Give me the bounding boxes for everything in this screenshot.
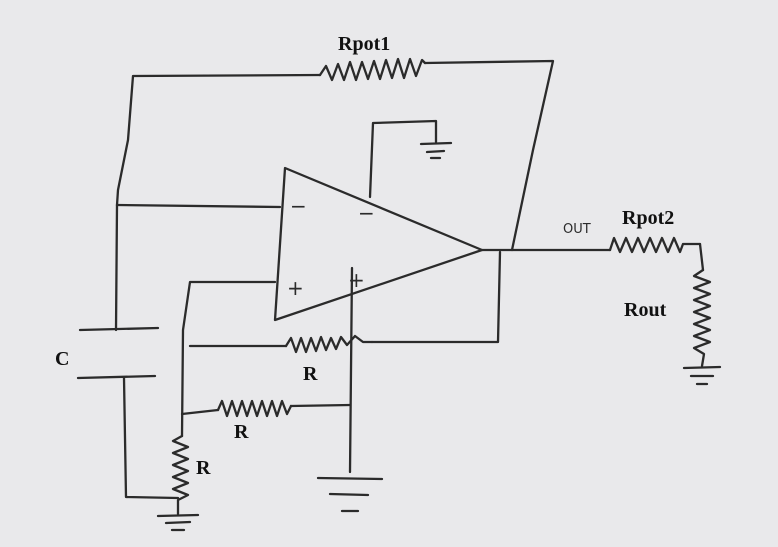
ground-symbol-left (156, 513, 200, 532)
noninverting-input-wire (180, 280, 277, 438)
rpot1-label: Rpot1 (338, 33, 390, 55)
ground-symbol-top (419, 141, 453, 160)
capacitor-plate-top (78, 326, 160, 332)
capacitor-plate-bottom (76, 374, 157, 380)
rpot2-label: Rpot2 (622, 207, 674, 229)
output-feedback-wire (370, 250, 502, 344)
rout-label: Rout (624, 299, 667, 321)
rpot1-resistor (318, 57, 427, 82)
noninverting-input-symbol: + (287, 276, 304, 300)
opamp-triangle (273, 166, 484, 322)
ground-symbol-bottom (316, 476, 384, 513)
supply-wire-top (368, 119, 438, 199)
r-top-label: R (303, 363, 318, 385)
bottom-supply-wire (348, 266, 354, 474)
resistor-rpot2 (608, 236, 702, 254)
r-mid-left-wire (180, 408, 220, 416)
resistor-rout (692, 268, 712, 368)
ground-symbol-right (682, 365, 722, 386)
noninverting-input-symbol-2: + (348, 268, 365, 292)
inverting-input-wire (115, 203, 282, 209)
capacitor-lower-lead (122, 376, 180, 500)
r-mid-label: R (234, 421, 249, 443)
resistor-r-top (284, 334, 374, 354)
r-left-label: R (196, 457, 211, 479)
inverting-input-symbol: − (290, 194, 307, 218)
capacitor-upper-lead (114, 203, 119, 332)
r-mid-right-wire (289, 403, 352, 408)
out-label: OUT (563, 222, 591, 237)
capacitor-label: C (55, 348, 69, 370)
rpot1-feedback-path (115, 59, 555, 252)
resistor-r-left (171, 434, 190, 516)
rout-lead (698, 242, 705, 272)
inverting-input-symbol-2: − (358, 201, 375, 225)
resistor-r-mid (216, 399, 293, 418)
